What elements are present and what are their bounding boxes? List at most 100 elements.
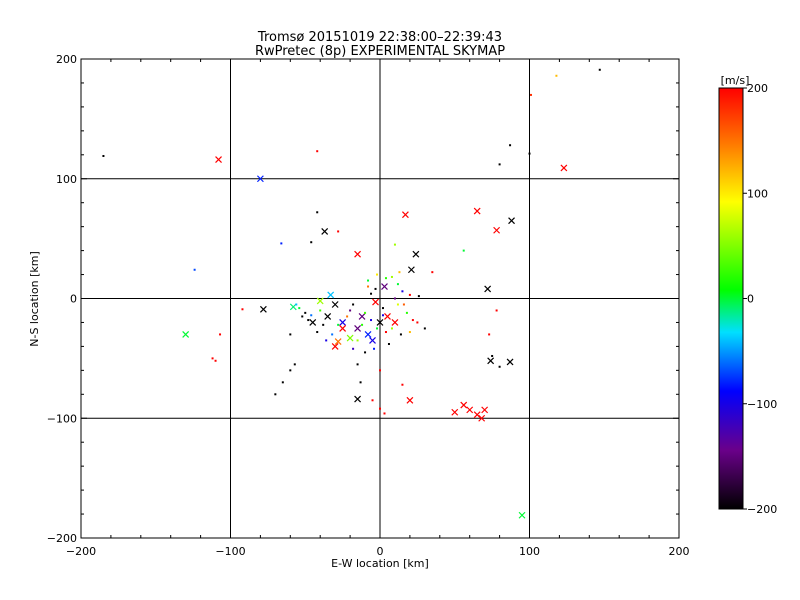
data-point-dot <box>322 323 325 326</box>
colorbar-tick-label: −200 <box>747 503 777 516</box>
cross-stroke <box>256 175 264 183</box>
data-point-cross <box>481 406 489 414</box>
data-point-dot <box>331 333 334 336</box>
data-point-dot <box>211 357 214 360</box>
data-point-dot <box>214 359 217 362</box>
data-point-dot <box>370 319 373 322</box>
colorbar-ticks: −200 −100 0 100 200 <box>743 82 777 516</box>
chart-title: Tromsø 20151019 22:38:00–22:39:43 <box>257 30 502 45</box>
data-point-cross <box>460 401 468 409</box>
data-point-dot <box>529 93 532 96</box>
data-point-cross <box>364 331 372 338</box>
data-point-dot <box>316 211 319 214</box>
data-point-cross <box>316 297 324 305</box>
data-point-dot <box>401 290 404 293</box>
data-point-dot <box>402 303 405 306</box>
cross-stroke <box>339 325 347 332</box>
data-point-dot <box>462 249 465 252</box>
cross-stroke <box>331 301 339 308</box>
data-point-dot <box>491 354 494 357</box>
data-point-dot <box>417 295 420 298</box>
data-point-cross <box>478 414 486 422</box>
y-tick-label: −100 <box>47 412 77 425</box>
data-point-cross <box>331 301 339 308</box>
cross-stroke <box>324 313 332 320</box>
data-point-dot <box>401 383 404 386</box>
data-point-dot <box>367 279 370 282</box>
x-axis-label: E-W location [km] <box>331 557 429 570</box>
data-point-dot <box>555 74 558 77</box>
data-point-cross <box>354 250 361 258</box>
cross-stroke <box>487 357 495 365</box>
cross-stroke <box>321 228 329 235</box>
data-point-dot <box>316 150 319 153</box>
data-point-cross <box>406 396 414 404</box>
data-point-dot <box>346 315 349 318</box>
cross-stroke <box>506 358 514 366</box>
cross-stroke <box>182 331 190 338</box>
data-point-dot <box>193 268 196 271</box>
cross-stroke <box>478 414 486 422</box>
cross-stroke <box>384 313 391 320</box>
x-tick-label: 0 <box>377 545 384 558</box>
data-point-dot <box>384 277 387 280</box>
data-point-cross <box>324 313 332 320</box>
data-point-dot <box>349 309 352 312</box>
data-point-cross <box>381 283 388 290</box>
data-point-cross <box>339 325 347 332</box>
data-point-dot <box>399 333 402 336</box>
y-tick-label: 0 <box>70 293 77 306</box>
data-point-cross <box>372 298 379 306</box>
data-point-cross <box>346 334 354 342</box>
data-point-dot <box>390 327 393 330</box>
data-point-dot <box>319 309 322 312</box>
data-point-dot <box>310 314 313 317</box>
cross-stroke <box>334 338 342 346</box>
y-tick-label: −200 <box>47 532 77 545</box>
data-point-dot <box>408 331 411 334</box>
data-point-cross <box>334 338 342 346</box>
data-point-dot <box>337 230 340 233</box>
data-point-dot <box>393 297 396 300</box>
cross-stroke <box>309 319 317 326</box>
y-tick-label: 100 <box>56 173 77 186</box>
cross-stroke <box>346 334 354 342</box>
data-point-cross <box>391 319 399 326</box>
data-point-dot <box>387 343 390 346</box>
data-point-cross <box>506 358 514 366</box>
data-point-dot <box>379 369 381 372</box>
data-point-cross <box>384 313 391 320</box>
data-point-dot <box>374 287 377 290</box>
x-tick-label: 200 <box>669 545 690 558</box>
cross-stroke <box>339 319 347 326</box>
colorbar <box>718 87 744 510</box>
data-point-dot <box>371 399 374 402</box>
x-tick-label: 100 <box>519 545 540 558</box>
data-point-dot <box>325 339 328 342</box>
data-point-dot <box>431 271 434 274</box>
cross-stroke <box>391 319 399 326</box>
cross-stroke <box>484 285 492 293</box>
data-point-dot <box>298 307 301 310</box>
data-point-dot <box>495 309 498 312</box>
cross-stroke <box>508 217 515 225</box>
data-point-dot <box>289 369 292 372</box>
cross-stroke <box>481 406 489 414</box>
data-point-dot <box>370 292 373 295</box>
data-point-dot <box>376 327 379 330</box>
cross-stroke <box>316 297 324 305</box>
data-point-dot <box>405 311 408 314</box>
data-point-cross <box>339 319 347 326</box>
data-point-dot <box>274 393 277 396</box>
data-point-dot <box>301 315 304 318</box>
colorbar-tick-label: 0 <box>747 293 754 306</box>
y-axis-ticks: −200 −100 0 100 200 <box>47 53 679 545</box>
data-point-cross <box>215 156 222 164</box>
data-point-dot <box>509 144 512 147</box>
data-point-dot <box>528 152 531 155</box>
data-point-cross <box>182 331 190 338</box>
chart-subtitle: RwPretec (8p) EXPERIMENTAL SKYMAP <box>255 44 505 59</box>
data-point-cross <box>451 408 459 416</box>
data-point-cross <box>518 511 526 519</box>
